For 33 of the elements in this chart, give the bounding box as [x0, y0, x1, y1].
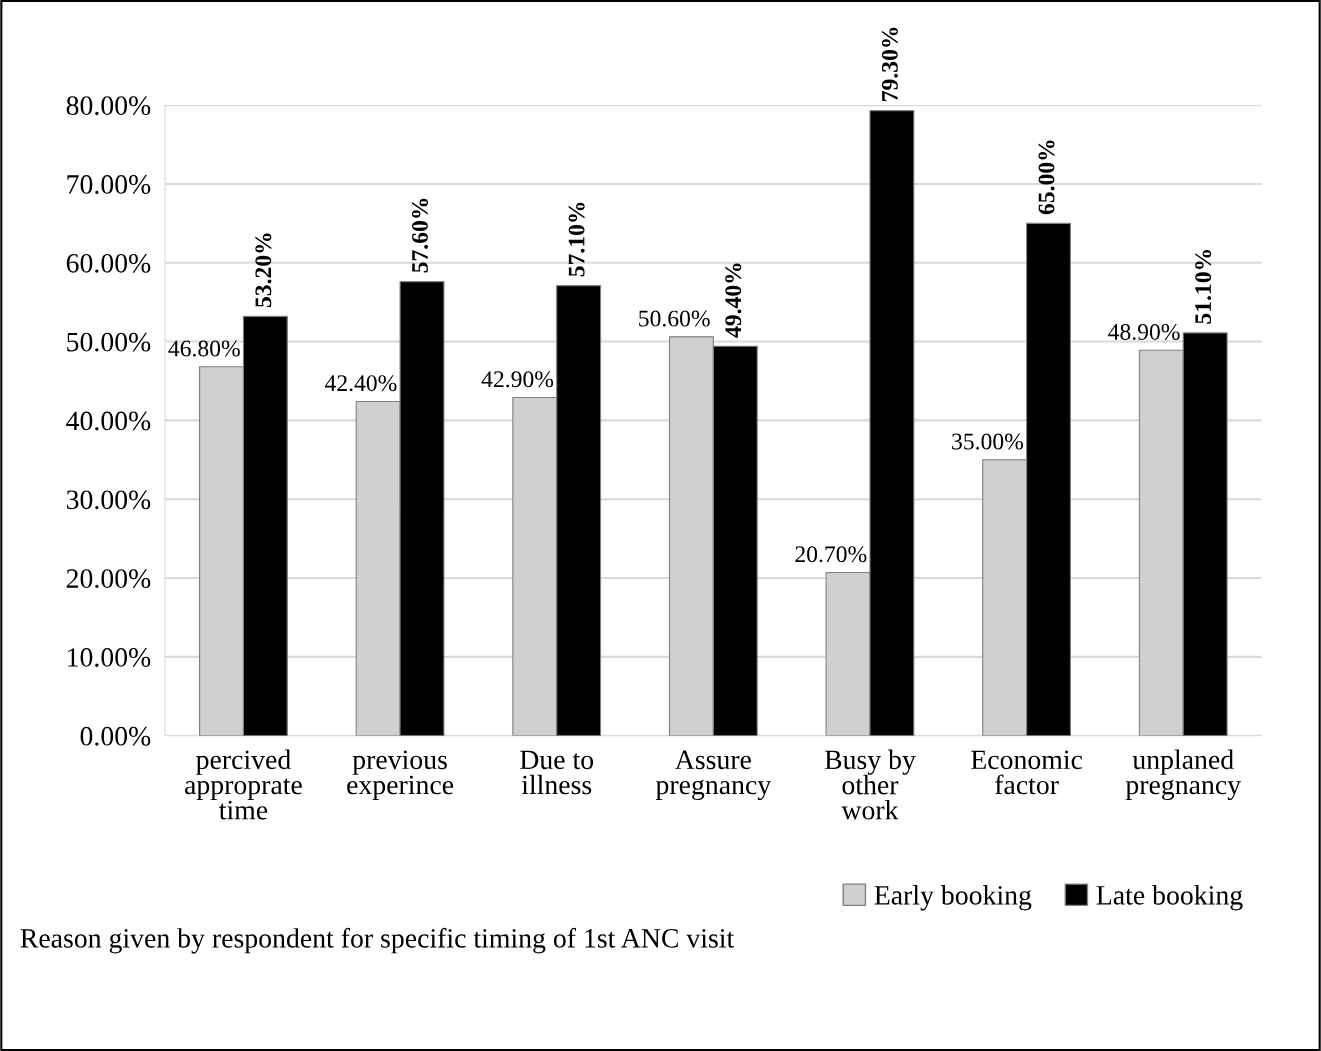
y-tick-label: 40.00%: [66, 411, 151, 431]
x-tick-label: Economic factor: [971, 750, 1083, 795]
data-label: 48.90%: [1108, 323, 1180, 340]
data-label: 57.60%: [411, 198, 429, 273]
x-tick-label: Busy by other work: [824, 749, 916, 820]
y-tick-label: 0.00%: [80, 726, 151, 746]
data-label: 49.40%: [725, 263, 742, 338]
data-label: 42.90%: [481, 371, 554, 388]
x-tick-label: previous experince: [347, 750, 454, 800]
x-tick-label: unplaned pregnancy: [1125, 749, 1241, 801]
y-tick-label: 20.00%: [66, 569, 151, 589]
data-label: 35.00%: [952, 433, 1024, 450]
data-label: 53.20%: [255, 233, 272, 308]
data-label: 42.40%: [324, 375, 397, 392]
data-label: 57.10%: [568, 202, 585, 277]
y-tick-label: 70.00%: [67, 175, 151, 194]
legend-label: Late booking: [1096, 885, 1243, 911]
x-tick-label: Assure pregnancy: [655, 750, 772, 801]
y-tick-label: 60.00%: [66, 253, 151, 273]
data-label: 50.60%: [639, 310, 710, 327]
text: Reason given by respondent for specific timing of 1st ANC visit: [20, 927, 735, 954]
data-label: 51.10%: [1195, 250, 1212, 324]
y-tick-label: 80.00%: [66, 96, 151, 116]
data-label: 65.00%: [1038, 140, 1055, 215]
x-tick-label: Due to illness: [520, 750, 594, 795]
y-tick-label: 30.00%: [66, 490, 151, 510]
data-label: 46.80%: [168, 340, 240, 357]
data-label: 79.30%: [881, 27, 898, 101]
x-tick-label: percived approprate time: [185, 749, 302, 820]
y-tick-label: 10.00%: [68, 648, 151, 667]
legend-label: Early booking: [874, 885, 1032, 911]
y-tick-label: 50.00%: [67, 332, 151, 352]
data-label: 20.70%: [795, 546, 867, 563]
